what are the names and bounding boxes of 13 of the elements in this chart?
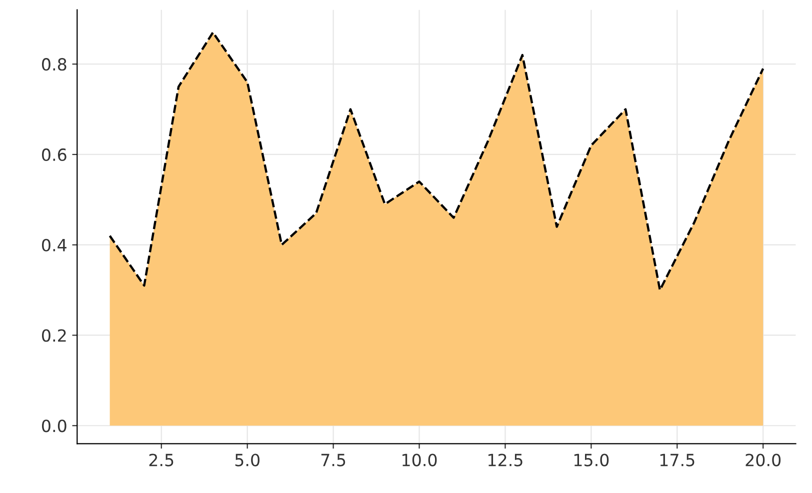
x-tick-label: 5.0 — [235, 454, 260, 466]
x-tick-label: 2.5 — [149, 454, 174, 466]
x-tick-label: 15.0 — [574, 454, 609, 466]
x-tick-label: 12.5 — [488, 454, 522, 466]
y-tick-label: 0.8 — [42, 58, 66, 71]
x-tick-label: 20.0 — [746, 454, 781, 466]
x-tick-label: 17.5 — [660, 454, 694, 466]
y-tick-label: 0.2 — [42, 329, 66, 342]
y-tick-label: 0.0 — [42, 420, 66, 432]
y-tick-label: 0.4 — [42, 238, 66, 252]
x-tick-label: 7.5 — [321, 454, 346, 466]
y-tick-label: 0.6 — [42, 148, 66, 162]
x-tick-label: 10.0 — [402, 454, 437, 466]
